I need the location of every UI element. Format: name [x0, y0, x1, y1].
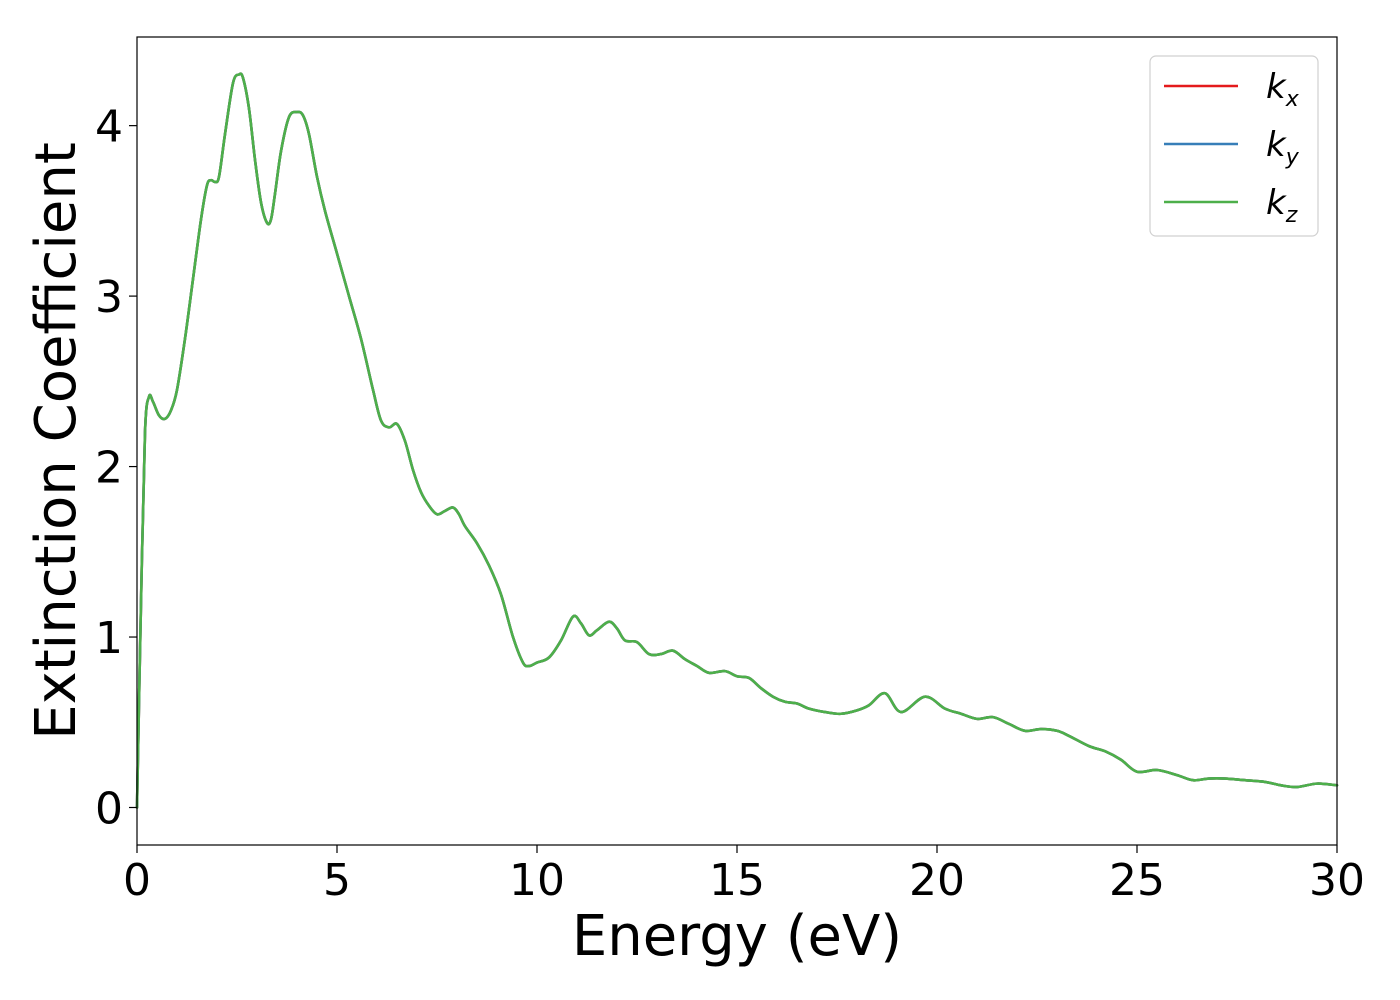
x-tick-label: 20 — [909, 855, 965, 906]
y-tick-label: 0 — [95, 783, 123, 834]
y-tick-label: 2 — [95, 443, 123, 494]
legend-label-kx: kx — [1266, 67, 1300, 112]
legend-box — [1149, 55, 1319, 237]
y-tick-label: 3 — [95, 272, 123, 323]
y-tick-label: 4 — [95, 102, 123, 153]
x-tick-label: 25 — [1109, 855, 1165, 906]
x-tick-label: 0 — [123, 855, 151, 906]
x-axis: 0 5 10 15 20 25 30 — [123, 845, 1365, 906]
x-tick-label: 30 — [1309, 855, 1365, 906]
y-axis: 0 1 2 3 4 — [95, 102, 137, 834]
x-axis-title: Energy (eV) — [572, 904, 902, 969]
y-axis-title: Extinction Coefficient — [24, 142, 89, 740]
series-line-kz — [135, 72, 1339, 809]
x-tick-label: 5 — [323, 855, 351, 906]
x-tick-label: 10 — [509, 855, 565, 906]
x-tick-label: 15 — [709, 855, 765, 906]
series-layer — [135, 72, 1339, 809]
y-tick-label: 1 — [95, 613, 123, 664]
